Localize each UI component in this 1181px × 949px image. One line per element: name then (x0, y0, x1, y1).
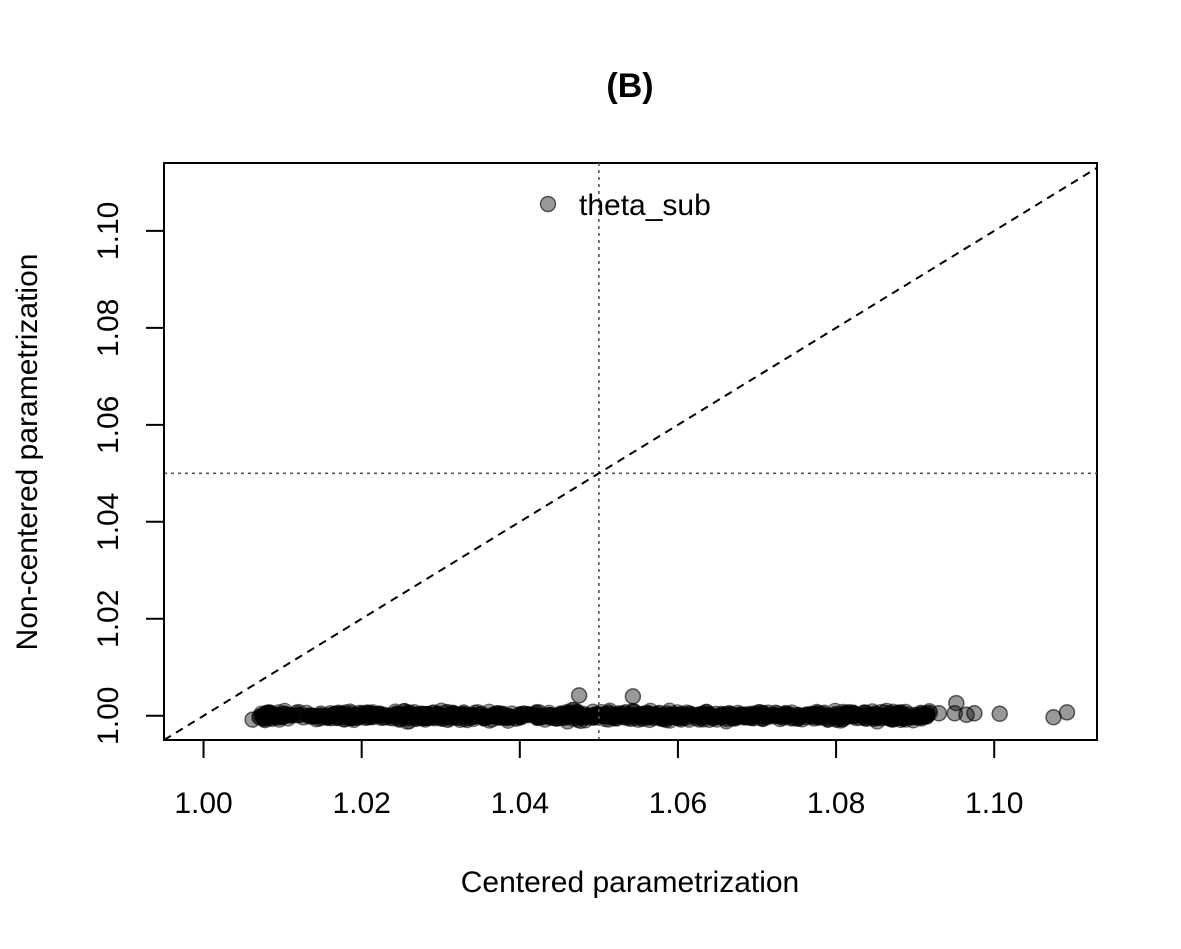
data-point (930, 705, 948, 722)
y-tick-label: 1.10 (92, 202, 125, 260)
y-tick-label: 1.06 (92, 396, 125, 454)
data-point (541, 706, 558, 724)
data-point (864, 703, 881, 720)
data-point (624, 688, 642, 705)
data-point (264, 709, 281, 727)
y-tick-label: 1.04 (92, 493, 125, 551)
x-tick-label: 1.10 (965, 787, 1023, 820)
data-point (693, 707, 710, 724)
data-point (328, 709, 345, 727)
data-point (493, 709, 511, 726)
x-tick-label: 1.02 (332, 787, 390, 820)
data-point (573, 707, 590, 724)
plot-frame (163, 162, 1098, 741)
data-point (775, 707, 792, 724)
data-point (1058, 704, 1076, 721)
x-tick-label: 1.08 (807, 787, 865, 820)
legend-label-theta-sub: theta_sub (579, 189, 711, 222)
data-point (725, 710, 742, 727)
data-point (712, 709, 730, 726)
data-point (966, 705, 983, 722)
data-point (627, 709, 644, 727)
data-point (661, 702, 678, 719)
data-point (345, 707, 362, 724)
data-point (652, 710, 670, 727)
y-tick-label: 1.02 (92, 590, 125, 648)
data-point (311, 710, 328, 727)
data-point (899, 708, 916, 726)
data-point (817, 709, 834, 726)
chart-title: (B) (606, 67, 653, 105)
data-point (512, 709, 529, 726)
data-point (514, 706, 531, 724)
x-tick-label: 1.06 (649, 787, 707, 820)
y-axis-title: Non-centered parametrization (11, 254, 44, 651)
y-tick-label: 1.00 (92, 687, 125, 745)
data-point (946, 705, 963, 722)
x-tick-label: 1.00 (174, 787, 232, 820)
data-point (991, 705, 1008, 723)
data-point (1045, 708, 1062, 726)
data-point (282, 707, 299, 724)
data-point (545, 710, 563, 727)
x-axis-title: Centered parametrization (461, 866, 800, 899)
x-tick-label: 1.04 (491, 787, 549, 820)
data-point (380, 707, 397, 724)
data-point (418, 708, 435, 726)
data-point (587, 709, 605, 726)
data-point (651, 704, 668, 721)
data-point (746, 706, 763, 723)
data-point (673, 705, 690, 722)
y-tick-label: 1.08 (92, 299, 125, 357)
data-point (434, 710, 451, 727)
data-point (610, 705, 627, 722)
legend-marker (539, 195, 557, 213)
legend: theta_sub (539, 189, 711, 222)
points-layer (244, 687, 1076, 730)
data-point (450, 706, 467, 723)
data-point (405, 707, 423, 724)
data-point (244, 711, 261, 728)
x-axis: 1.00 1.02 1.04 1.06 1.08 1.10 (174, 739, 1023, 820)
data-point (838, 704, 855, 721)
data-point (872, 703, 890, 721)
data-point (570, 687, 588, 704)
reference-line-diagonal (163, 166, 1098, 741)
data-point (822, 708, 840, 725)
y-axis: 1.00 1.02 1.04 1.06 1.08 1.10 (92, 202, 165, 745)
data-point (808, 703, 825, 721)
data-point (465, 707, 482, 724)
data-point (376, 706, 393, 723)
data-point (433, 702, 450, 719)
data-point (792, 708, 810, 725)
